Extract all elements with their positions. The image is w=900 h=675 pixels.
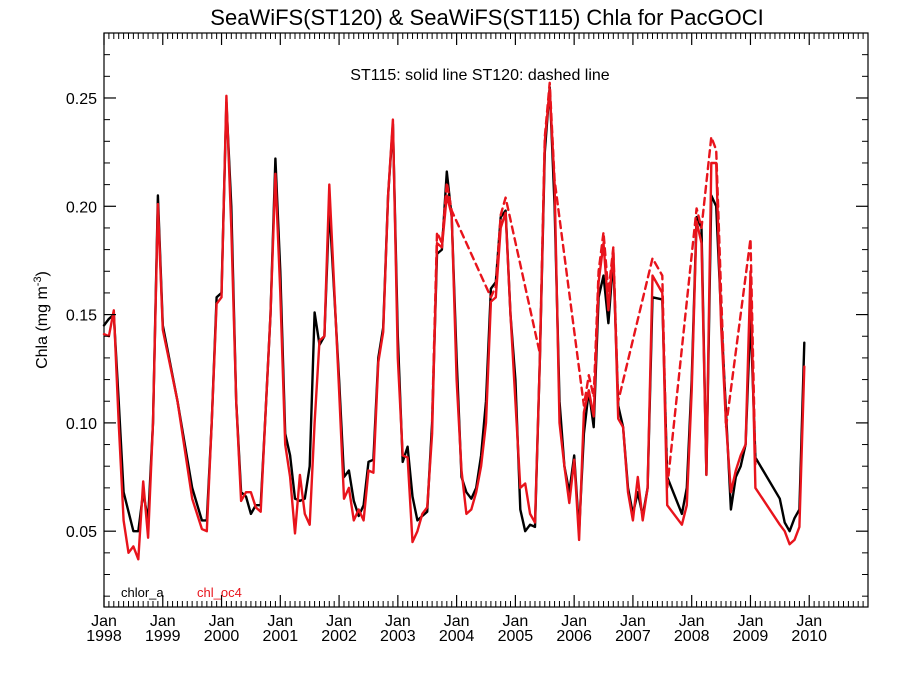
x-tick-label-year: 1999	[145, 628, 181, 645]
x-tick-label-month: Jan	[502, 613, 528, 630]
y-axis: 0.05 0.10 0.15 0.20 0.25	[66, 32, 868, 597]
series-layer	[102, 81, 806, 561]
x-tick-label-year: 2006	[556, 628, 592, 645]
x-tick-label-month: Jan	[385, 613, 411, 630]
x-tick-label-month: Jan	[561, 613, 587, 630]
x-tick-label-year: 2009	[733, 628, 769, 645]
x-tick-label-year: 2010	[791, 628, 827, 645]
y-axis-label: Chla (mg m-3)	[32, 271, 51, 369]
x-tick-label-year: 1998	[86, 628, 122, 645]
x-tick-label-year: 2000	[204, 628, 240, 645]
y-axis-label-main: Chla (mg m	[34, 286, 51, 369]
legend-chlor-a: chlor_a	[121, 585, 164, 600]
line-style-annotation: ST115: solid line ST120: dashed line	[350, 67, 610, 84]
y-tick-label: 0.25	[66, 91, 97, 108]
chart-title: SeaWiFS(ST120) & SeaWiFS(ST115) Chla for…	[210, 5, 763, 30]
x-tick-label-year: 2008	[674, 628, 710, 645]
y-tick-label: 0.15	[66, 308, 97, 325]
x-tick-label-month: Jan	[209, 613, 235, 630]
y-tick-label: 0.20	[66, 199, 97, 216]
series-line-chl-oc4-solid	[102, 88, 806, 561]
x-tick-label-year: 2004	[439, 628, 475, 645]
series-line-chl-oc4-dashed	[430, 81, 757, 490]
x-tick-label-year: 2002	[321, 628, 357, 645]
x-tick-label-month: Jan	[150, 613, 176, 630]
x-tick-label-year: 2007	[615, 628, 651, 645]
y-tick-label: 0.05	[66, 524, 97, 541]
y-axis-label-superscript: -3	[32, 276, 44, 286]
y-tick-label: 0.10	[66, 416, 97, 433]
x-tick-label-month: Jan	[796, 613, 822, 630]
x-tick-label-month: Jan	[679, 613, 705, 630]
x-tick-label-month: Jan	[444, 613, 470, 630]
x-tick-label-month: Jan	[620, 613, 646, 630]
x-tick-label-year: 2005	[498, 628, 534, 645]
x-tick-label-year: 2001	[263, 628, 299, 645]
x-tick-label-month: Jan	[326, 613, 352, 630]
x-tick-label-year: 2003	[380, 628, 416, 645]
y-axis-label-close: )	[34, 271, 51, 276]
x-axis: Jan1998Jan1999Jan2000Jan2001Jan2002Jan20…	[86, 33, 864, 645]
x-tick-label-month: Jan	[91, 613, 117, 630]
x-tick-label-month: Jan	[267, 613, 293, 630]
legend-chl-oc4: chl_oc4	[197, 585, 242, 600]
x-tick-label-month: Jan	[738, 613, 764, 630]
